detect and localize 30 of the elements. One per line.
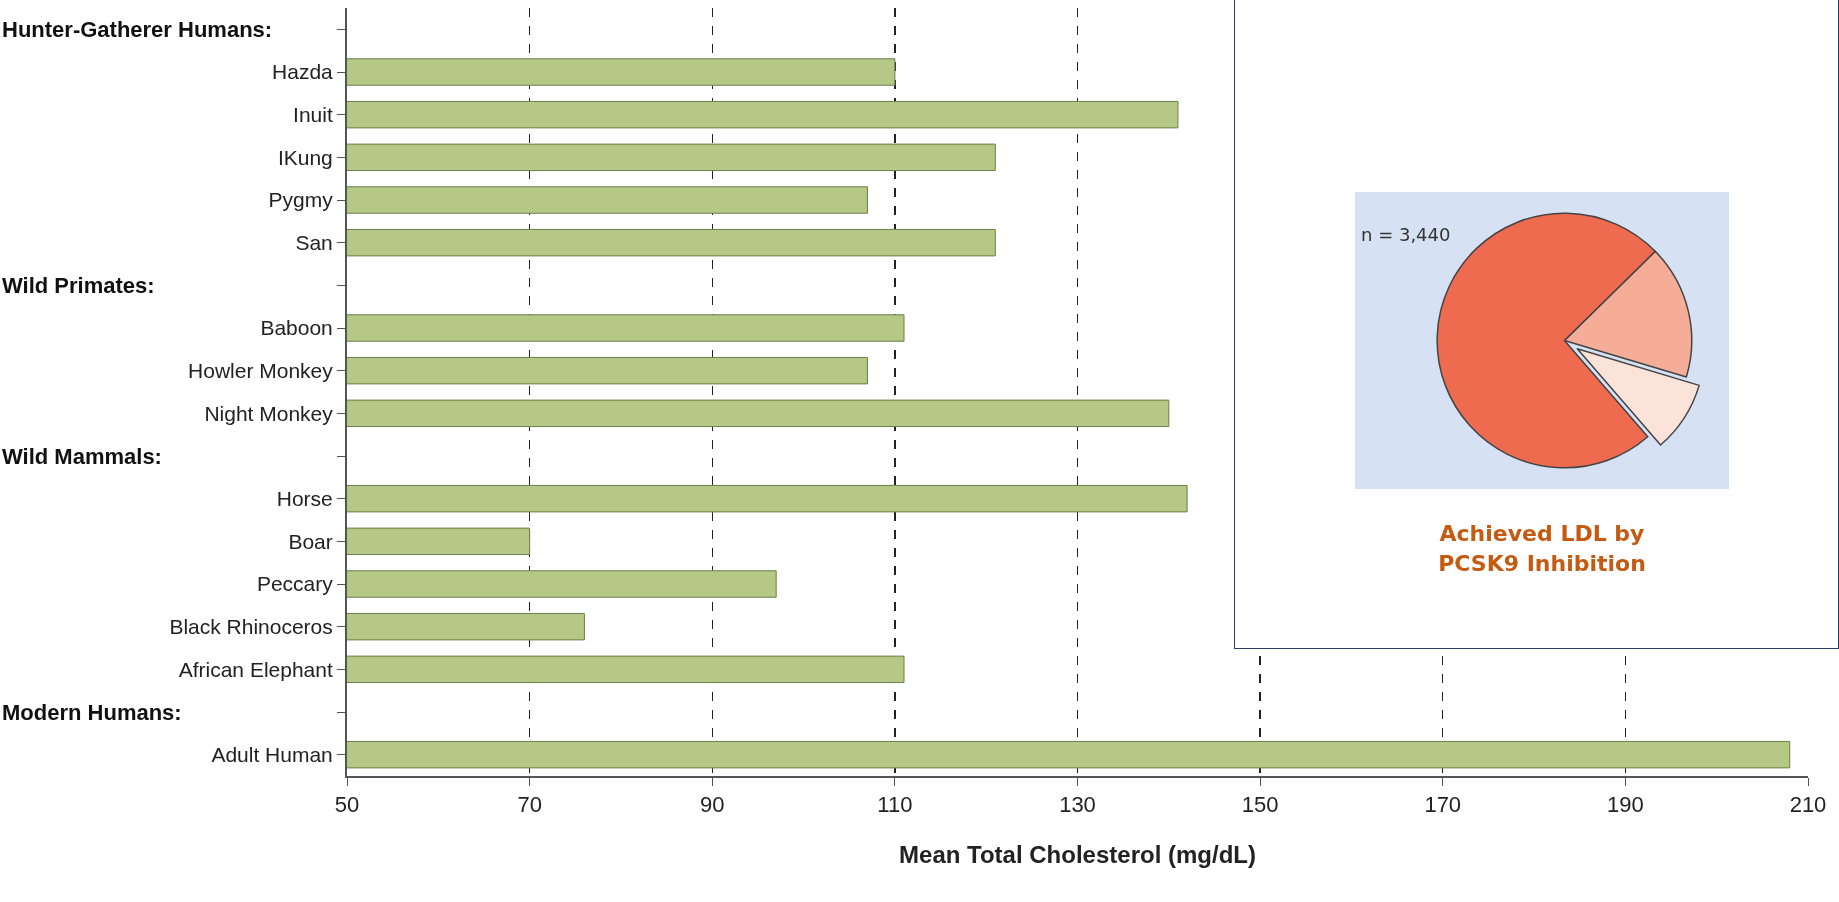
text: Modern Humans: bbox=[2, 700, 182, 725]
x-tick-label: 210 bbox=[1789, 792, 1827, 818]
y-tick-label: Howler Monkey bbox=[188, 359, 334, 383]
y-tick-label: Night Monkey bbox=[204, 401, 334, 425]
y-tick-label: Horse bbox=[276, 487, 333, 511]
x-tick-label: 90 bbox=[700, 792, 725, 818]
y-tick-label: Adult Human bbox=[211, 743, 333, 767]
chart-title: Achieved LDL by PCSK9 Inhibition bbox=[1438, 521, 1646, 576]
y-tick-label: Pygmy bbox=[268, 188, 334, 212]
y-tick-label: Black Rhinoceros bbox=[169, 615, 333, 639]
x-axis-title: Mean Total Cholesterol (mg/dL) bbox=[899, 841, 1256, 869]
y-tick-label: Hazda bbox=[272, 60, 334, 84]
y-tick-label: African Elephant bbox=[178, 657, 333, 681]
text: Hunter-Gatherer Humans: bbox=[2, 17, 273, 42]
y-tick-label: Baboon bbox=[260, 316, 333, 340]
y-tick-label: San bbox=[295, 231, 333, 255]
text: Wild Mammals: bbox=[2, 444, 162, 469]
y-tick-label: Peccary bbox=[256, 572, 334, 596]
x-tick-label: 190 bbox=[1607, 792, 1644, 818]
y-tick-label: Inuit bbox=[293, 103, 333, 127]
x-tick-label: 130 bbox=[1059, 792, 1096, 818]
x-tick-label: 70 bbox=[517, 792, 542, 818]
x-tick-label: 110 bbox=[877, 792, 913, 818]
y-tick-label: Boar bbox=[288, 529, 333, 553]
text: Wild Primates: bbox=[2, 273, 155, 298]
y-tick-label: IKung bbox=[277, 145, 333, 169]
annotation: n = 3,440 bbox=[1361, 224, 1451, 245]
x-tick-label: 50 bbox=[334, 792, 360, 818]
x-tick-label: 170 bbox=[1424, 792, 1462, 818]
x-tick-label: 150 bbox=[1241, 792, 1279, 818]
